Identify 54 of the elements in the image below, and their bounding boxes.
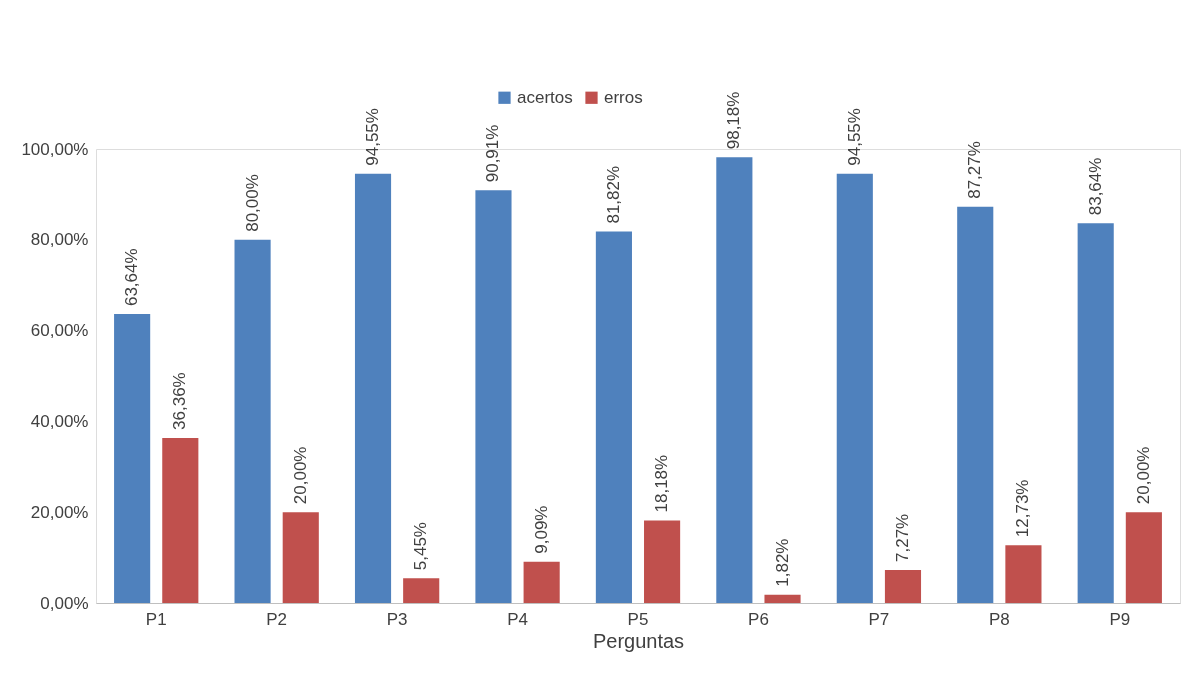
data-label: 7,27%: [892, 513, 912, 562]
bar: [1005, 545, 1042, 603]
bar: [836, 173, 873, 603]
data-label: 20,00%: [290, 446, 310, 505]
data-label: 12,73%: [1013, 479, 1033, 538]
x-tick-label: P8: [988, 609, 1010, 629]
data-label: 81,82%: [603, 165, 623, 224]
data-label: 98,18%: [724, 91, 744, 150]
bar: [1125, 512, 1162, 603]
y-tick-label: 60,00%: [30, 321, 89, 341]
data-label: 94,55%: [844, 108, 864, 166]
bar: [1077, 223, 1114, 603]
x-tick-label: P7: [868, 609, 890, 629]
bar: [475, 190, 512, 603]
x-tick-label: P5: [627, 609, 649, 629]
bar: [523, 561, 560, 603]
data-label: 87,27%: [965, 141, 985, 199]
data-label: 83,64%: [1085, 157, 1105, 216]
y-tick-label: 0,00%: [40, 593, 89, 613]
data-label: 90,91%: [483, 124, 503, 183]
bar: [162, 437, 199, 603]
bar: [234, 239, 271, 603]
data-label: 18,18%: [652, 454, 672, 513]
data-label: 5,45%: [411, 522, 431, 571]
y-tick-label: 100,00%: [21, 139, 89, 159]
legend-label: erros: [604, 87, 643, 107]
y-tick-label: 20,00%: [30, 502, 89, 522]
data-label: 36,36%: [170, 372, 190, 430]
y-tick-label: 40,00%: [30, 411, 89, 431]
data-label: 63,64%: [122, 248, 142, 307]
x-tick-label: P6: [748, 609, 769, 629]
bar: [595, 231, 632, 603]
x-tick-label: P4: [507, 609, 528, 629]
data-label: 80,00%: [242, 174, 262, 232]
bar: [644, 520, 681, 603]
bar: [114, 314, 151, 603]
bar: [957, 206, 994, 603]
x-tick-label: P3: [386, 609, 408, 629]
data-label: 94,55%: [363, 108, 383, 166]
x-axis-title: Perguntas: [592, 629, 685, 652]
bar: [403, 578, 440, 603]
bar: [716, 157, 753, 603]
legend-label: acertos: [517, 87, 573, 107]
x-tick-label: P9: [1109, 609, 1131, 629]
bar: [282, 512, 319, 603]
data-label: 20,00%: [1133, 446, 1153, 505]
bar: [884, 569, 922, 603]
x-tick-label: P1: [145, 609, 167, 629]
y-tick-label: 80,00%: [30, 230, 89, 250]
bar: [764, 594, 801, 603]
x-tick-label: P2: [266, 609, 288, 629]
data-label: 1,82%: [772, 538, 792, 587]
data-label: 9,09%: [531, 505, 551, 554]
bar: [354, 173, 392, 603]
